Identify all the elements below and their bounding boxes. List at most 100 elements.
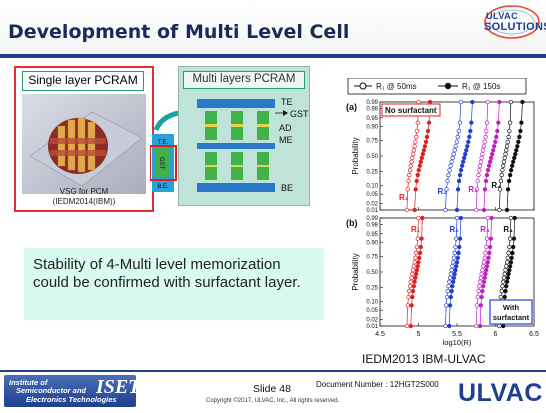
footer-divider [0, 370, 546, 372]
x-tick-label: 5.5 [452, 331, 462, 338]
point-50ms [506, 250, 511, 256]
legend-label-150s: R₁ @ 150s [462, 82, 500, 91]
single-layer-label: Single layer PCRAM [22, 71, 144, 91]
level-label: R₄ [503, 225, 513, 234]
label-be: BE [281, 183, 293, 193]
point-150s [505, 275, 510, 280]
point-150s [481, 207, 487, 213]
point-150s [463, 151, 468, 157]
point-150s [409, 303, 414, 308]
point-50ms [497, 323, 502, 329]
point-150s [461, 159, 466, 164]
point-50ms [485, 99, 490, 105]
point-150s [507, 267, 512, 273]
point-50ms [484, 236, 490, 241]
point-150s [426, 120, 432, 125]
cell-stack-diagram: T.E. GST B.E. [150, 134, 177, 192]
point-150s [447, 323, 452, 329]
point-150s [423, 139, 429, 145]
point-50ms [448, 271, 453, 277]
point-150s [504, 283, 509, 289]
point-50ms [474, 303, 480, 308]
point-50ms [507, 244, 512, 250]
y-tick-label: 0.95 [366, 232, 378, 238]
point-50ms [502, 271, 507, 277]
iset-line: Semiconductor and [16, 386, 87, 395]
point-150s [422, 144, 428, 149]
point-50ms [505, 255, 510, 261]
point-50ms [484, 244, 489, 250]
point-50ms [405, 187, 410, 192]
y-tick-label: 0.01 [366, 324, 378, 330]
point-50ms [507, 236, 513, 241]
point-150s [413, 187, 418, 192]
point-150s [484, 172, 490, 178]
point-50ms [507, 128, 512, 134]
point-50ms [474, 323, 479, 329]
point-50ms [446, 283, 451, 289]
point-150s [516, 139, 521, 145]
point-50ms [443, 207, 448, 213]
annotation-box [381, 103, 441, 117]
point-50ms [450, 264, 455, 269]
point-50ms [443, 323, 448, 329]
point-150s [491, 148, 496, 153]
point-50ms [414, 250, 419, 256]
point-150s [505, 187, 511, 192]
point-150s [466, 139, 471, 145]
point-50ms [445, 178, 450, 184]
point-150s [454, 260, 460, 265]
iset-line: Electronics Technologies [26, 395, 117, 404]
chart-legend [347, 78, 527, 95]
point-150s [508, 260, 514, 265]
point-50ms [481, 148, 486, 153]
point-50ms [406, 178, 411, 184]
point-150s [455, 187, 461, 192]
point-150s [482, 275, 487, 280]
y-axis-label: Probability [351, 137, 360, 174]
point-50ms [474, 187, 480, 192]
point-50ms [484, 128, 489, 134]
point-150s [417, 250, 423, 256]
point-50ms [478, 159, 484, 164]
point-150s [418, 244, 423, 250]
point-150s [459, 163, 465, 168]
point-50ms [456, 128, 461, 134]
point-150s [452, 271, 457, 277]
point-50ms [407, 283, 413, 289]
point-150s [415, 172, 420, 178]
point-150s [509, 255, 514, 261]
point-150s [517, 134, 522, 140]
point-150s [412, 279, 417, 284]
point-50ms [410, 151, 416, 157]
y-tick-label: 0.98 [366, 222, 378, 228]
point-50ms [448, 163, 453, 168]
point-150s [470, 99, 475, 105]
point-150s [420, 151, 426, 157]
point-150s [413, 275, 418, 280]
point-50ms [508, 215, 514, 221]
point-50ms [498, 294, 504, 300]
point-50ms [501, 275, 507, 280]
point-150s [481, 283, 486, 289]
point-50ms [499, 172, 504, 178]
point-50ms [504, 264, 509, 269]
point-150s [510, 250, 515, 256]
point-50ms [454, 139, 459, 145]
multi-layer-label: Multi layers PCRAM [183, 71, 305, 89]
point-50ms [475, 178, 480, 184]
point-50ms [447, 275, 453, 280]
point-50ms [481, 144, 487, 149]
document-number: Document Number : 12HGT2S000 [316, 380, 439, 389]
title-divider [0, 54, 546, 58]
level-label: R₁ [411, 225, 421, 234]
point-150s [507, 264, 513, 269]
point-50ms [408, 279, 413, 284]
multi-layer-stack-diagram: TE GST AD ME BE [197, 97, 309, 193]
point-50ms [501, 159, 507, 164]
level-label: R₃ [468, 185, 478, 194]
point-150s [502, 294, 507, 300]
point-150s [417, 255, 422, 261]
point-50ms [411, 148, 417, 153]
point-150s [511, 236, 517, 241]
